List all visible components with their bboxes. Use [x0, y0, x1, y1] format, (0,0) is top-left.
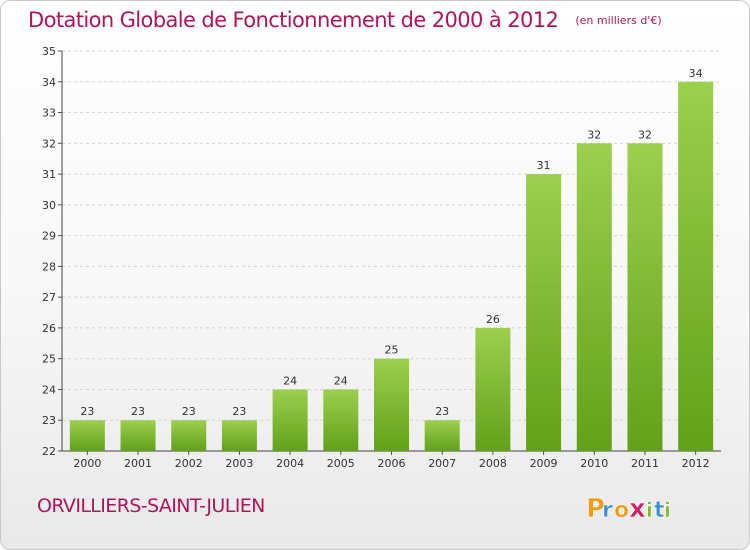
y-tick-label-34: 34 [42, 76, 56, 89]
x-tick-label-2003: 2003 [225, 457, 253, 470]
bar-value-label-2001: 23 [131, 405, 145, 418]
y-tick-label-28: 28 [42, 260, 56, 273]
bar-2004 [272, 389, 308, 451]
chart-header: Dotation Globale de Fonctionnement de 20… [28, 8, 662, 32]
x-tick-label-2006: 2006 [378, 457, 406, 470]
x-tick-label-2008: 2008 [479, 457, 507, 470]
bar-2002 [171, 420, 207, 451]
logo-letter: i [646, 498, 653, 522]
bar-value-label-2007: 23 [435, 405, 449, 418]
bar-value-label-2009: 31 [537, 159, 551, 172]
bar-2005 [323, 389, 359, 451]
y-tick-label-23: 23 [42, 414, 56, 427]
bar-value-label-2008: 26 [486, 313, 500, 326]
chart-title: Dotation Globale de Fonctionnement de 20… [28, 8, 559, 32]
x-tick-label-2001: 2001 [124, 457, 152, 470]
x-tick-label-2011: 2011 [631, 457, 659, 470]
y-tick-label-31: 31 [42, 168, 56, 181]
logo-letter: x [629, 494, 646, 524]
y-tick-label-33: 33 [42, 107, 56, 120]
x-tick-label-2002: 2002 [175, 457, 203, 470]
y-tick-label-29: 29 [42, 230, 56, 243]
logo-letter: r [602, 498, 613, 523]
bar-value-label-2002: 23 [182, 405, 196, 418]
logo-letter: t [654, 498, 665, 523]
bar-2009 [526, 174, 562, 452]
bar-value-label-2011: 32 [638, 128, 652, 141]
logo-letter: o [614, 498, 629, 523]
y-tick-label-27: 27 [42, 291, 56, 304]
bar-2007 [424, 420, 460, 451]
y-tick-label-22: 22 [42, 445, 56, 458]
x-tick-label-2000: 2000 [73, 457, 101, 470]
bar-2011 [627, 143, 663, 452]
logo-letter: i [664, 498, 671, 522]
bar-value-label-2004: 24 [283, 374, 297, 387]
x-tick-label-2007: 2007 [428, 457, 456, 470]
bar-value-label-2006: 25 [385, 344, 399, 357]
bar-value-label-2012: 34 [689, 67, 703, 80]
y-tick-label-25: 25 [42, 353, 56, 366]
y-tick-label-35: 35 [42, 45, 56, 58]
bar-2003 [221, 420, 257, 451]
x-tick-label-2012: 2012 [682, 457, 710, 470]
commune-name: ORVILLIERS-SAINT-JULIEN [37, 495, 265, 517]
bar-2008 [475, 327, 511, 451]
y-tick-label-24: 24 [42, 383, 56, 396]
x-tick-label-2009: 2009 [530, 457, 558, 470]
bar-value-label-2003: 23 [232, 405, 246, 418]
bar-value-label-2010: 32 [587, 128, 601, 141]
bar-2001 [120, 420, 156, 451]
bar-value-label-2005: 24 [334, 374, 348, 387]
bar-2006 [374, 358, 409, 451]
x-tick-label-2010: 2010 [580, 457, 608, 470]
chart-unit: (en milliers d'€) [575, 14, 662, 27]
bar-2010 [576, 143, 612, 452]
y-tick-label-30: 30 [42, 199, 56, 212]
logo-letter: P [586, 494, 605, 524]
y-tick-label-26: 26 [42, 322, 56, 335]
x-tick-label-2005: 2005 [327, 457, 355, 470]
y-tick-label-32: 32 [42, 137, 56, 150]
proxiti-logo: Pr o x i t i [586, 494, 671, 525]
bar-2000 [69, 420, 105, 451]
x-tick-label-2004: 2004 [276, 457, 304, 470]
bar-2012 [678, 81, 714, 452]
bar-value-label-2000: 23 [80, 405, 94, 418]
